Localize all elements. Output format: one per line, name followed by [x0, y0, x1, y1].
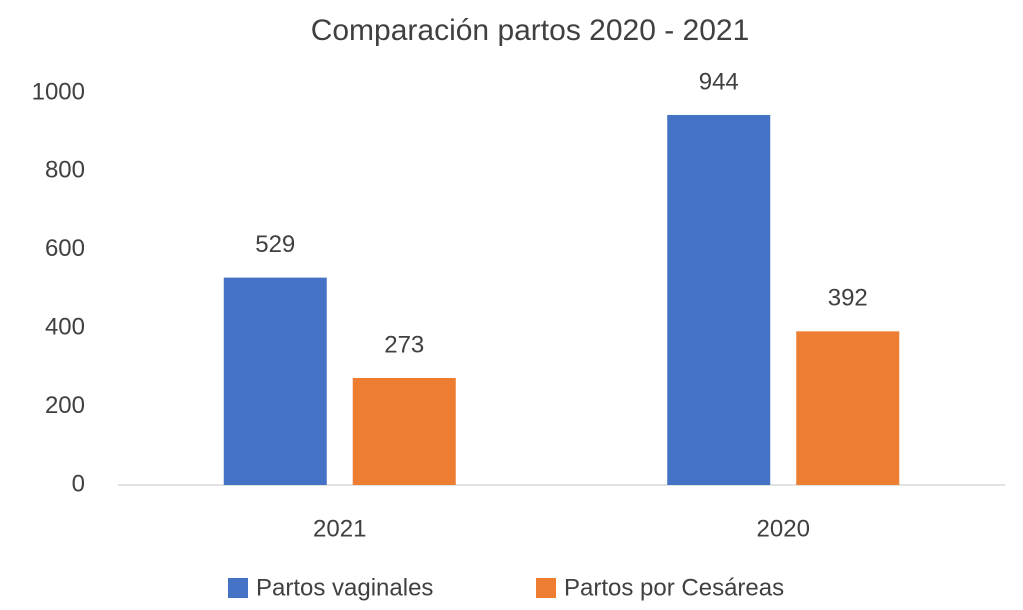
y-tick-label: 400 [45, 314, 85, 341]
data-label: 944 [699, 68, 739, 95]
data-label: 529 [255, 231, 295, 258]
data-label: 392 [828, 285, 868, 312]
y-tick-label: 1000 [32, 78, 85, 105]
chart-title: Comparación partos 2020 - 2021 [311, 14, 750, 47]
x-tick-label: 2020 [757, 515, 810, 542]
bar [223, 277, 327, 485]
legend-label: Partos vaginales [256, 574, 433, 601]
legend-swatch [228, 578, 248, 598]
y-tick-label: 200 [45, 392, 85, 419]
bar [352, 377, 456, 485]
legend-label: Partos por Cesáreas [564, 574, 784, 601]
y-tick-label: 0 [72, 470, 85, 497]
bar [796, 331, 900, 485]
y-tick-label: 600 [45, 235, 85, 262]
bar [667, 114, 771, 486]
y-tick-label: 800 [45, 157, 85, 184]
x-tick-label: 2021 [313, 515, 366, 542]
data-label: 273 [384, 331, 424, 358]
legend-swatch [536, 578, 556, 598]
